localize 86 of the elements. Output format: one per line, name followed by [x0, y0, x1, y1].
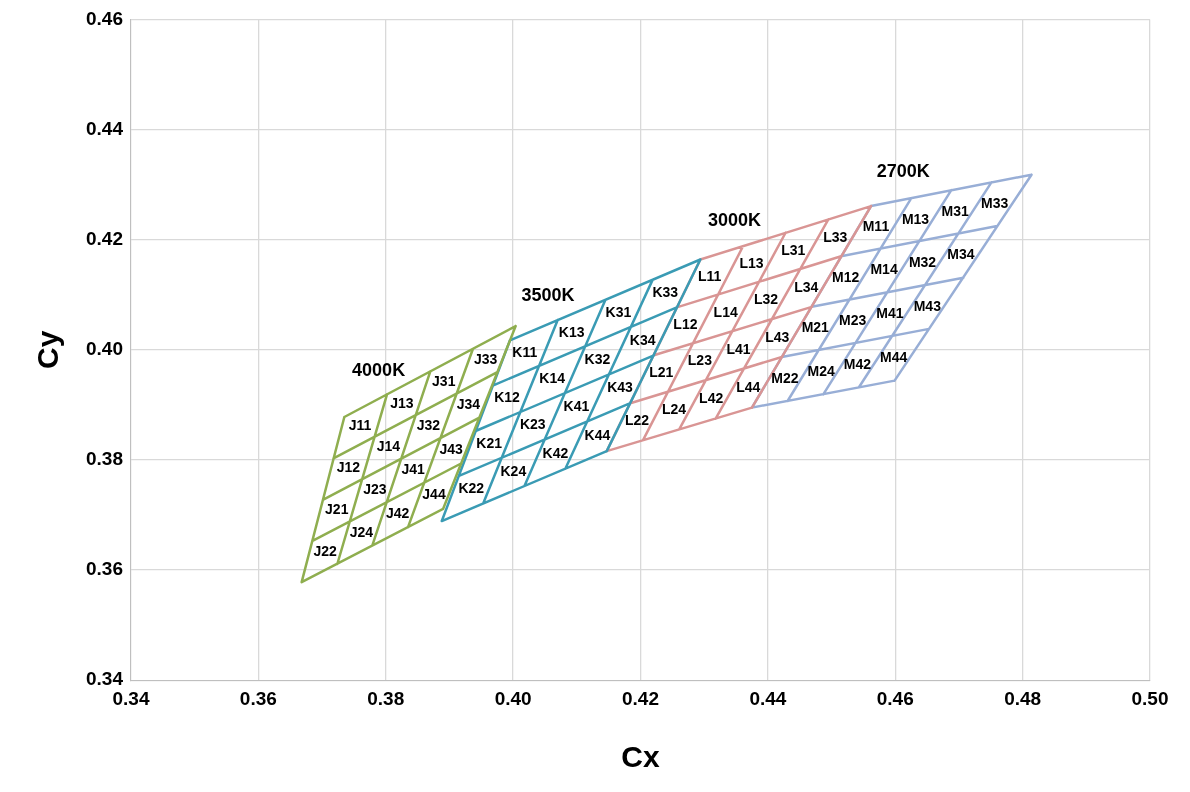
annotation: L43 [765, 328, 790, 345]
annotation: M21 [801, 319, 830, 336]
annotation: L24 [662, 401, 687, 418]
y-axis-title: Cy [31, 330, 65, 369]
annotation: M32 [908, 253, 937, 270]
annotation: K22 [458, 480, 485, 497]
series-label: 2700K [876, 160, 930, 181]
annotation: K23 [519, 416, 546, 433]
annotation: M14 [870, 261, 898, 278]
annotation: M34 [947, 246, 975, 263]
annotation: J14 [376, 438, 401, 455]
annotation: J43 [439, 441, 464, 458]
y-tick-label: 0.44 [86, 117, 124, 139]
annotation: K44 [584, 426, 611, 443]
annotation: M22 [771, 369, 799, 386]
annotation: K41 [563, 397, 590, 414]
annotation: J13 [390, 395, 414, 412]
annotation: K32 [584, 351, 611, 368]
annotation: K34 [629, 331, 656, 348]
annotation: M12 [831, 268, 860, 285]
annotation: L32 [753, 291, 779, 308]
annotation: K21 [476, 434, 503, 451]
annotation: M41 [876, 305, 904, 321]
annotation: J21 [325, 501, 349, 518]
annotation: J41 [401, 461, 425, 478]
annotation: L31 [781, 241, 806, 258]
annotation: L21 [649, 364, 674, 381]
annotation: J34 [456, 396, 481, 413]
annotation: K43 [607, 379, 634, 396]
annotation: J31 [432, 373, 456, 390]
series-label: 3500K [521, 285, 575, 306]
annotation: K42 [542, 444, 569, 461]
x-tick-label: 0.36 [239, 687, 277, 709]
y-tick-label: 0.40 [86, 338, 123, 360]
annotation: J44 [422, 486, 446, 503]
annotation: L22 [624, 412, 650, 429]
y-tick-label: 0.46 [86, 7, 123, 29]
x-tick-label: 0.42 [622, 687, 659, 709]
series-label: 3000K [707, 209, 762, 230]
x-tick-label: 0.50 [1131, 687, 1169, 709]
x-tick-label: 0.38 [367, 687, 405, 709]
annotation: K31 [605, 304, 632, 321]
annotation: L44 [736, 378, 761, 395]
annotation: K33 [652, 284, 679, 301]
annotation: M13 [901, 210, 930, 227]
x-tick-label: 0.48 [1004, 687, 1042, 709]
annotation: L41 [726, 340, 751, 357]
annotation: M11 [862, 218, 890, 235]
annotation: J22 [313, 542, 338, 559]
annotation: L11 [697, 267, 722, 284]
annotation: M33 [981, 195, 1009, 212]
x-tick-label: 0.34 [112, 687, 150, 709]
annotation: M31 [941, 202, 969, 219]
x-tick-label: 0.44 [749, 687, 787, 709]
annotation: M43 [913, 297, 942, 314]
y-tick-label: 0.34 [86, 668, 124, 690]
y-tick-label: 0.42 [86, 227, 123, 249]
annotation: K14 [539, 370, 566, 387]
annotation: L34 [794, 278, 819, 295]
annotation: J23 [363, 481, 387, 498]
annotation: L23 [687, 352, 713, 369]
annotation: J24 [349, 524, 374, 541]
annotation: K24 [500, 462, 527, 479]
annotation: L42 [699, 390, 724, 407]
x-tick-label: 0.40 [494, 687, 532, 709]
annotation: J11 [348, 417, 372, 434]
series-label: 4000K [352, 359, 406, 380]
annotation: J33 [473, 350, 498, 367]
annotation: K12 [494, 389, 521, 406]
annotation: L12 [673, 316, 698, 332]
annotation: J32 [416, 417, 441, 434]
y-tick-label: 0.38 [86, 448, 123, 470]
annotation: L13 [739, 254, 764, 271]
annotation: K11 [512, 343, 538, 360]
annotation: L33 [823, 228, 848, 245]
annotation: M23 [839, 312, 867, 329]
y-tick-label: 0.36 [86, 558, 123, 580]
annotation: M42 [843, 356, 872, 373]
annotation: J12 [336, 459, 361, 476]
annotation: K13 [558, 324, 585, 341]
x-axis-title: Cx [621, 740, 660, 774]
x-tick-label: 0.46 [876, 687, 914, 709]
annotation: M44 [880, 349, 908, 366]
annotation: L14 [713, 303, 738, 320]
annotation: M24 [807, 362, 835, 379]
annotation: J42 [386, 505, 410, 522]
